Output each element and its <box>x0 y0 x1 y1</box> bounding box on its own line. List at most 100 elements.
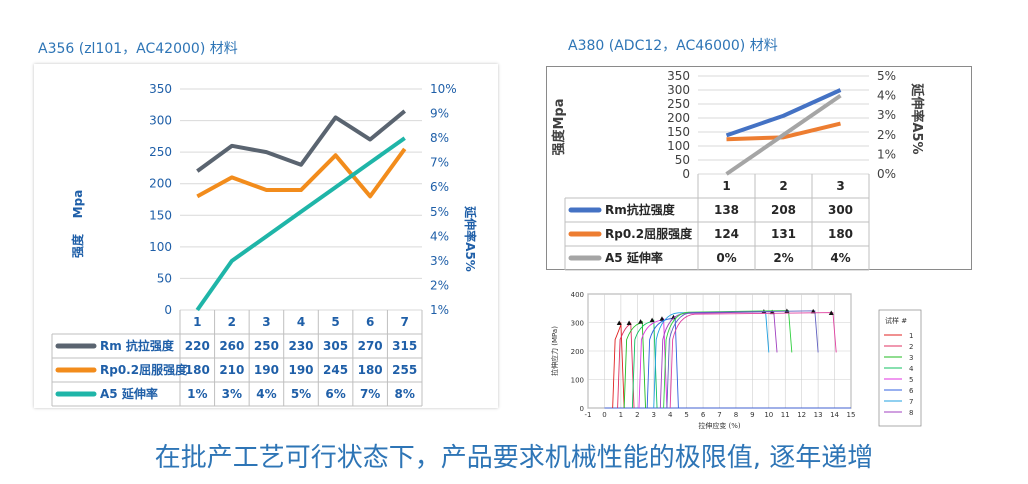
left-tick-label: 300 <box>667 83 690 97</box>
data-label: 2% <box>773 251 793 265</box>
category-label: 6 <box>366 315 374 329</box>
y-tick-label: 100 <box>571 377 584 385</box>
legend-label-1: Rm 抗拉强度 <box>100 338 175 353</box>
legend-entry: 3 <box>909 354 913 362</box>
left-tick-label: 250 <box>149 145 172 159</box>
right-tick-label: 4% <box>877 89 896 103</box>
x-tick-label: 15 <box>847 411 856 419</box>
data-label: 180 <box>358 363 383 377</box>
left-tick-label: 350 <box>667 69 690 83</box>
category-label: 7 <box>401 315 409 329</box>
legend-title: 试样 # <box>885 316 907 325</box>
data-label: 190 <box>254 363 279 377</box>
category-label: 1 <box>193 315 201 329</box>
chart-2-title: A380 (ADC12，AC46000) 材料 <box>568 38 778 54</box>
y-tick-label: 400 <box>571 291 584 299</box>
legend-label-3: A5 延伸率 <box>605 250 663 265</box>
data-label: 210 <box>219 363 244 377</box>
x-tick-label: 2 <box>635 411 639 419</box>
data-label: 315 <box>392 339 417 353</box>
chart-1-box: 0 50 100 150 200 250 300 350 1% 2% 3% 4% 5% 6% 7% 8% 9% 1… <box>34 64 498 408</box>
category-label: 4 <box>297 315 305 329</box>
stress-strain-curve-8 <box>659 311 778 409</box>
fracture-marker-1 <box>616 320 622 325</box>
right-tick-label: 9% <box>430 107 449 121</box>
series-line-2 <box>196 147 407 199</box>
data-label: 300 <box>828 203 853 217</box>
fracture-marker-3 <box>638 319 644 324</box>
category-label: 5 <box>331 315 339 329</box>
data-label: 0% <box>716 251 736 265</box>
fracture-marker-6 <box>670 314 676 320</box>
series-line-3 <box>725 93 842 176</box>
x-tick-label: 8 <box>734 411 738 419</box>
x-tick-label: 14 <box>830 411 839 419</box>
left-tick-label: 350 <box>149 82 172 96</box>
left-axis-label: Mpa <box>71 190 85 219</box>
stress-strain-curve-9 <box>663 310 793 409</box>
left-tick-label: 250 <box>667 97 690 111</box>
right-tick-label: 5% <box>877 69 896 83</box>
data-label: 5% <box>291 387 311 401</box>
right-tick-label: 7% <box>430 156 449 170</box>
data-label: 180 <box>185 363 210 377</box>
data-label: 190 <box>288 363 313 377</box>
series-line-3 <box>195 136 406 312</box>
data-label: 260 <box>219 339 244 353</box>
stress-strain-curve-7 <box>653 310 770 409</box>
left-tick-label: 0 <box>682 167 690 181</box>
data-label: 1% <box>187 387 207 401</box>
y-tick-label: 0 <box>580 405 584 413</box>
x-tick-label: 9 <box>750 411 754 419</box>
chart-2-box: 0 50 100 150 200 250 300 350 0% 1% 2% 3% 4% 5% 强度Mpa 延伸… <box>546 66 972 271</box>
x-tick-label: 7 <box>717 411 721 419</box>
legend-label-2: Rp0.2屈服强度 <box>605 226 693 241</box>
left-tick-label: 100 <box>667 139 690 153</box>
legend-entry: 4 <box>909 365 914 373</box>
y-axis-label: 拉伸应力 (MPa) <box>550 326 559 376</box>
fracture-marker-2 <box>626 320 632 325</box>
data-label: 270 <box>358 339 383 353</box>
legend-entry: 2 <box>909 343 913 351</box>
x-tick-label: -1 <box>585 411 592 419</box>
data-label: 230 <box>288 339 313 353</box>
stress-strain-curve-10 <box>666 310 819 409</box>
fracture-marker-4 <box>649 317 655 323</box>
left-axis-label: 强度Mpa <box>551 98 567 155</box>
data-label: 131 <box>771 227 796 241</box>
left-tick-label: 200 <box>149 177 172 191</box>
right-tick-label: 3% <box>877 108 896 122</box>
left-tick-label: 200 <box>667 111 690 125</box>
x-tick-label: 13 <box>814 411 823 419</box>
series-line-1 <box>725 88 842 138</box>
y-tick-label: 200 <box>571 348 584 356</box>
left-tick-label: 100 <box>149 240 172 254</box>
left-tick-label: 300 <box>149 114 172 128</box>
chart-1-title: A356 (zl101，AC42000) 材料 <box>38 41 238 57</box>
data-label: 305 <box>323 339 348 353</box>
chart-1-svg: 0 50 100 150 200 250 300 350 1% 2% 3% 4% 5% 6% 7% 8% 9% 1… <box>51 82 478 407</box>
right-tick-label: 1% <box>877 147 896 161</box>
x-tick-label: 3 <box>652 411 656 419</box>
data-label: 3% <box>222 387 242 401</box>
data-label: 180 <box>828 227 853 241</box>
right-tick-label: 2% <box>430 278 449 292</box>
x-axis-label: 拉伸应变 (%) <box>698 421 741 430</box>
fracture-marker-5 <box>659 316 665 321</box>
x-tick-label: 4 <box>668 411 673 419</box>
right-tick-label: 6% <box>430 180 449 194</box>
series-line-1 <box>196 109 406 173</box>
left-tick-label: 50 <box>675 153 690 167</box>
chart-3-box: 0 100 200 300 400 -1 0 1 2 3 4 5 6 7 8 9 10 11 12 13 14 15 拉伸应… <box>541 283 932 433</box>
data-label: 255 <box>392 363 417 377</box>
data-label: 250 <box>254 339 279 353</box>
y-tick-label: 300 <box>571 320 584 328</box>
category-label: 3 <box>262 315 270 329</box>
legend-label-1: Rm抗拉强度 <box>605 202 676 217</box>
legend-entry: 6 <box>909 387 914 395</box>
fracture-marker-11 <box>828 310 834 316</box>
stress-strain-curve-11 <box>669 312 837 409</box>
right-tick-label: 5% <box>430 205 449 219</box>
legend-entry: 8 <box>909 409 913 417</box>
